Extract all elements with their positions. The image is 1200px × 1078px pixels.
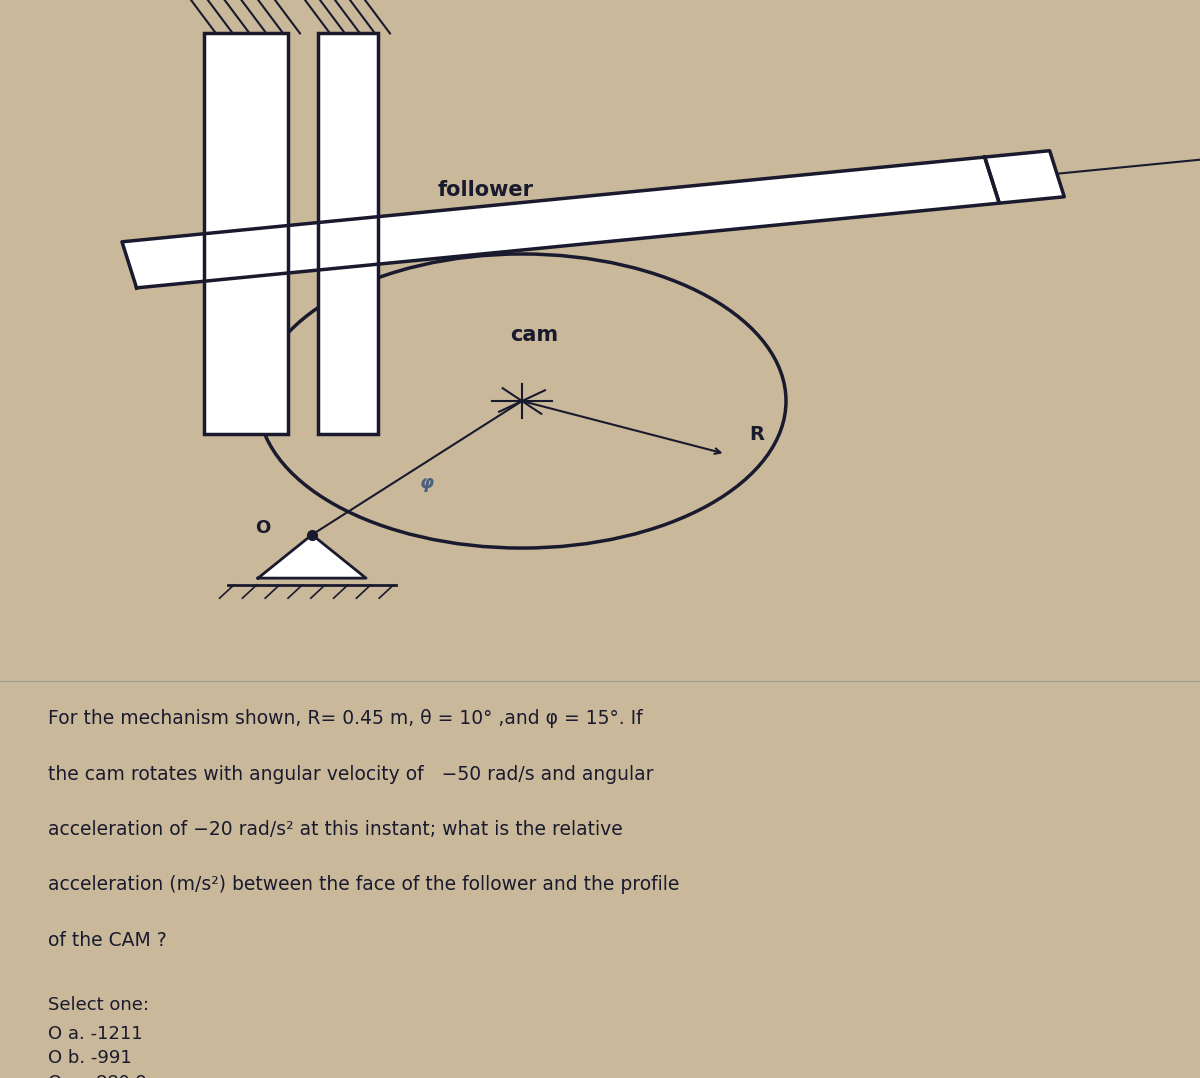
Text: acceleration of −20 rad/s² at this instant; what is the relative: acceleration of −20 rad/s² at this insta… <box>48 820 623 839</box>
Text: O b. -991: O b. -991 <box>48 1049 132 1067</box>
Text: acceleration (m/s²) between the face of the follower and the profile: acceleration (m/s²) between the face of … <box>48 875 679 895</box>
Text: follower: follower <box>438 180 534 201</box>
Polygon shape <box>985 151 1064 203</box>
Bar <box>318 33 378 434</box>
Text: O: O <box>254 519 270 537</box>
Bar <box>204 33 288 434</box>
Polygon shape <box>122 157 1000 288</box>
Text: Select one:: Select one: <box>48 996 149 1014</box>
Text: of the CAM ?: of the CAM ? <box>48 930 167 950</box>
Text: For the mechanism shown, R= 0.45 m, θ = 10° ,and φ = 15°. If: For the mechanism shown, R= 0.45 m, θ = … <box>48 709 643 729</box>
Text: the cam rotates with angular velocity of   −50 rad/s and angular: the cam rotates with angular velocity of… <box>48 764 654 784</box>
Text: cam: cam <box>510 324 558 345</box>
Text: φ: φ <box>420 474 434 492</box>
Text: O a. -1211: O a. -1211 <box>48 1025 143 1042</box>
Text: O c. -880.9: O c. -880.9 <box>48 1074 148 1078</box>
Polygon shape <box>258 535 366 578</box>
Text: R: R <box>749 426 764 444</box>
